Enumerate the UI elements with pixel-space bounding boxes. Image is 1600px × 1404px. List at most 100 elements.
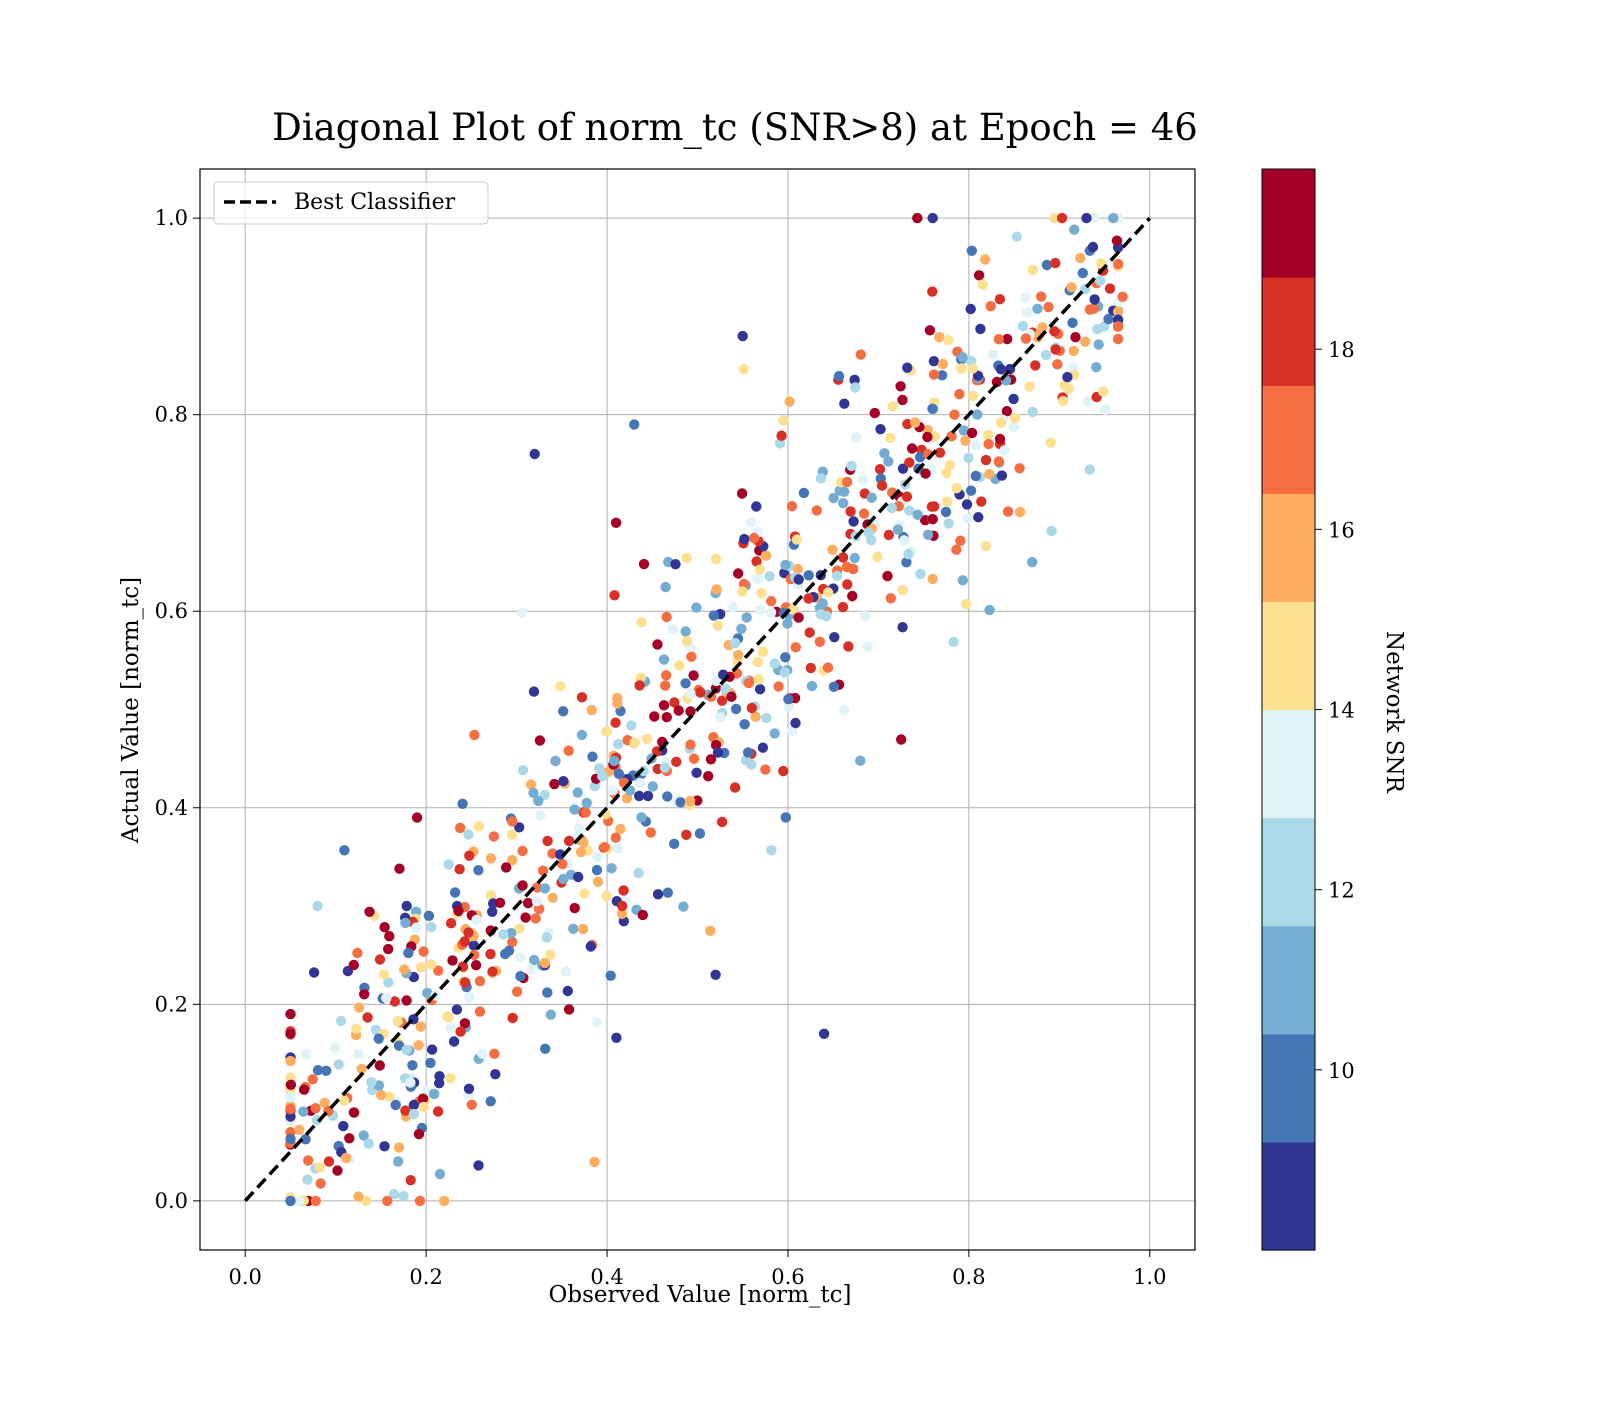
scatter-point	[550, 755, 561, 767]
scatter-point	[358, 1130, 369, 1141]
scatter-point	[658, 700, 670, 711]
scatter-point	[951, 483, 962, 494]
scatter-point	[1017, 320, 1029, 332]
scatter-point	[965, 485, 977, 496]
scatter-point	[902, 362, 913, 373]
scatter-point	[312, 900, 323, 912]
scatter-point	[366, 1077, 377, 1088]
scatter-point	[688, 753, 700, 764]
scatter-point	[634, 680, 645, 691]
scatter-point	[414, 1195, 426, 1207]
scatter-point	[474, 1006, 486, 1017]
scatter-point	[769, 728, 780, 739]
scatter-point	[615, 823, 626, 835]
scatter-point	[1103, 313, 1114, 325]
scatter-point	[934, 447, 946, 458]
scatter-point	[833, 370, 845, 382]
scatter-point	[1084, 304, 1096, 315]
scatter-point	[455, 822, 466, 834]
scatter-point	[411, 922, 422, 933]
scatter-point	[895, 381, 906, 392]
scatter-point	[338, 1120, 349, 1132]
scatter-point	[401, 995, 412, 1006]
scatter-point	[885, 593, 896, 604]
scatter-point	[392, 1156, 404, 1167]
scatter-point	[1082, 396, 1094, 407]
scatter-point	[967, 363, 978, 374]
scatter-point	[576, 692, 588, 703]
scatter-point	[580, 807, 591, 818]
scatter-point	[400, 917, 411, 929]
scatter-point	[364, 906, 375, 917]
scatter-point	[542, 835, 553, 847]
scatter-point	[1020, 333, 1032, 344]
scatter-point	[398, 1191, 409, 1202]
scatter-point	[494, 897, 506, 908]
scatter-point	[843, 641, 854, 652]
scatter-point	[949, 409, 960, 420]
scatter-point	[760, 764, 771, 775]
scatter-point	[710, 553, 722, 565]
scatter-point	[285, 1079, 297, 1091]
scatter-point	[473, 1160, 484, 1171]
scatter-point	[743, 677, 754, 689]
scatter-point	[954, 388, 965, 400]
scatter-point	[694, 828, 706, 839]
scatter-point	[1027, 556, 1038, 568]
scatter-point	[389, 996, 400, 1007]
scatter-point	[988, 349, 999, 360]
scatter-point	[712, 620, 723, 631]
scatter-point	[540, 1043, 551, 1055]
chart-title: Diagonal Plot of norm_tc (SNR>8) at Epoc…	[272, 106, 1198, 150]
scatter-point	[591, 864, 603, 876]
scatter-point	[866, 492, 877, 503]
scatter-point	[384, 1091, 395, 1103]
scatter-point	[849, 552, 860, 564]
scatter-point	[977, 279, 988, 290]
scatter-point	[798, 487, 810, 499]
scatter-point	[609, 755, 620, 767]
scatter-point	[926, 501, 938, 512]
scatter-point	[822, 662, 834, 673]
scatter-point	[298, 1106, 309, 1117]
scatter-point	[1066, 282, 1077, 293]
scatter-point	[413, 1128, 425, 1140]
scatter-point	[1112, 321, 1124, 332]
scatter-point	[514, 952, 526, 963]
scatter-point	[712, 747, 724, 758]
scatter-point	[307, 1074, 318, 1085]
scatter-point	[545, 1009, 556, 1020]
scatter-point	[1009, 412, 1021, 424]
scatter-point	[1089, 294, 1100, 305]
scatter-point	[726, 691, 737, 702]
scatter-point	[920, 468, 931, 479]
scatter-point	[448, 1036, 460, 1047]
scatter-point	[539, 957, 550, 969]
scatter-point	[681, 552, 692, 563]
scatter-point	[549, 778, 560, 790]
scatter-point	[803, 593, 814, 604]
scatter-point	[927, 514, 938, 525]
scatter-point	[827, 544, 838, 555]
scatter-point	[941, 467, 952, 479]
y-axis-label: Actual Value [norm_tc]	[118, 577, 144, 844]
scatter-point	[340, 1152, 352, 1164]
scatter-point	[783, 701, 794, 712]
scatter-point	[425, 959, 437, 970]
scatter-point	[592, 876, 604, 887]
x-axis-ticks: 0.0 0.2 0.4 0.6 0.8 1.0	[229, 1250, 1166, 1289]
scatter-point	[846, 460, 857, 472]
scatter-point	[927, 573, 938, 585]
scatter-point	[323, 1156, 335, 1167]
scatter-point	[507, 1012, 518, 1024]
scatter-point	[477, 1048, 488, 1059]
scatter-point	[715, 712, 726, 723]
scatter-point	[636, 812, 647, 823]
scatter-point	[485, 890, 497, 901]
scatter-point	[793, 612, 804, 623]
scatter-point	[829, 632, 840, 643]
scatter-point	[1094, 275, 1106, 286]
scatter-point	[753, 674, 764, 685]
scatter-point	[463, 1083, 475, 1095]
scatter-point	[489, 1048, 500, 1060]
